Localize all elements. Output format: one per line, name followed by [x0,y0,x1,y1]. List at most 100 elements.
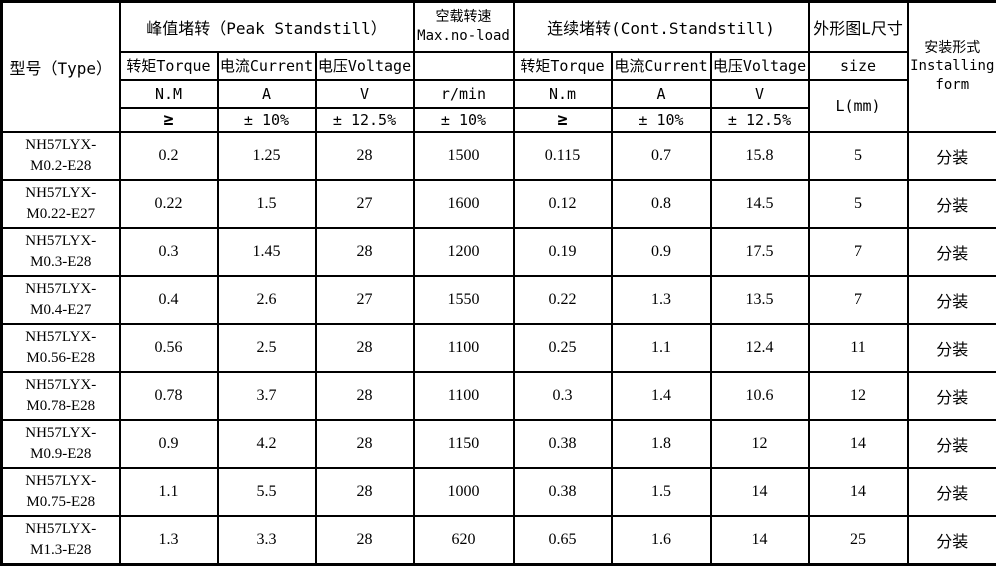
cell-peak-voltage: 28 [314,323,415,374]
cell-peak-torque: 0.3 [118,226,219,277]
cell-cont-current: 0.9 [610,226,712,277]
cell-no-load-speed: 1550 [412,274,515,326]
cell-size: 14 [807,419,909,470]
cell-install-form: 分装 [906,274,996,326]
cell-peak-torque: 1.1 [118,467,219,518]
cell-peak-torque: 0.4 [118,274,219,326]
header-row-groups: 型号（Type） 峰值堵转（Peak Standstill） 空载转速 Max.… [0,0,996,133]
cell-no-load-speed: 1100 [412,371,515,422]
tolerance-peak-voltage: ± 12.5% [314,106,415,133]
cell-peak-current: 3.3 [216,515,317,566]
cell-no-load-speed: 620 [412,515,515,566]
cell-cont-torque: 0.115 [512,130,613,181]
cell-cont-voltage: 14 [709,467,810,518]
cell-no-load-speed: 1100 [412,323,515,374]
header-installing-form: 安装形式 Installing form [906,0,996,133]
cell-cont-torque: 0.22 [512,274,613,326]
cell-peak-voltage: 28 [314,130,415,181]
cell-cont-voltage: 12 [709,419,810,470]
table-row: NH57LYX- M0.78-E28 0.78 3.7 28 1100 0.3 1.4 10.… [0,371,996,422]
cell-peak-voltage: 27 [314,274,415,326]
cell-no-load-speed: 1000 [412,467,515,518]
cell-peak-current: 1.45 [216,226,317,277]
cell-cont-current: 1.4 [610,371,712,422]
cell-cont-current: 1.8 [610,419,712,470]
cell-install-form: 分装 [906,467,996,518]
unit-cont-current: A [610,78,712,109]
cell-peak-torque: 0.78 [118,371,219,422]
cell-model: NH57LYX- M0.3-E28 [0,226,121,277]
cell-peak-torque: 0.2 [118,130,219,181]
cell-cont-torque: 0.38 [512,419,613,470]
cell-model: NH57LYX- M0.75-E28 [0,467,121,518]
header-peak-standstill-group: 峰值堵转（Peak Standstill） [118,0,415,53]
cell-peak-voltage: 28 [314,371,415,422]
cell-cont-torque: 0.65 [512,515,613,566]
header-size: size [807,50,909,81]
cell-cont-torque: 0.25 [512,323,613,374]
header-peak-current: 电流Current [216,50,317,81]
header-no-load-empty-cell [412,50,515,81]
table-row: NH57LYX- M0.3-E28 0.3 1.45 28 1200 0.19 0.9 17.… [0,226,996,277]
cell-size: 5 [807,178,909,229]
cell-cont-voltage: 13.5 [709,274,810,326]
unit-peak-voltage: V [314,78,415,109]
cell-install-form: 分装 [906,371,996,422]
cell-peak-current: 2.5 [216,323,317,374]
header-cont-standstill-group: 连续堵转(Cont.Standstill) [512,0,810,53]
cell-peak-torque: 0.56 [118,323,219,374]
unit-length-mm: L(mm) [807,78,909,133]
cell-peak-current: 2.6 [216,274,317,326]
cell-cont-voltage: 17.5 [709,226,810,277]
cell-size: 14 [807,467,909,518]
cell-cont-voltage: 10.6 [709,371,810,422]
cell-model: NH57LYX- M0.9-E28 [0,419,121,470]
tolerance-no-load-speed: ± 10% [412,106,515,133]
cell-cont-current: 1.1 [610,323,712,374]
cell-peak-voltage: 28 [314,515,415,566]
cell-cont-torque: 0.3 [512,371,613,422]
cell-no-load-speed: 1200 [412,226,515,277]
table-body: NH57LYX- M0.2-E28 0.2 1.25 28 1500 0.115 0.7 15… [0,130,996,566]
unit-cont-voltage: V [709,78,810,109]
cell-peak-current: 5.5 [216,467,317,518]
cell-peak-voltage: 28 [314,226,415,277]
header-row-units: N.M A V r/min N.m A V L(mm) [2,78,996,133]
cell-no-load-speed: 1500 [412,130,515,181]
cell-install-form: 分装 [906,419,996,470]
table-row: NH57LYX- M0.22-E27 0.22 1.5 27 1600 0.12 0.8 14… [0,178,996,229]
cell-peak-torque: 0.9 [118,419,219,470]
cell-model: NH57LYX- M0.2-E28 [0,130,121,181]
cell-peak-torque: 1.3 [118,515,219,566]
cell-cont-current: 1.5 [610,467,712,518]
unit-peak-current: A [216,78,317,109]
table-row: NH57LYX- M0.56-E28 0.56 2.5 28 1100 0.25 1.1 12… [0,323,996,374]
cell-cont-torque: 0.19 [512,226,613,277]
header-cont-current: 电流Current [610,50,712,81]
cell-peak-voltage: 27 [314,178,415,229]
tolerance-cont-torque: ≥ [512,106,613,133]
table-row: NH57LYX- M0.4-E27 0.4 2.6 27 1550 0.22 1.3 13.5… [0,274,996,326]
cell-model: NH57LYX- M0.4-E27 [0,274,121,326]
cell-cont-current: 1.3 [610,274,712,326]
cell-install-form: 分装 [906,130,996,181]
table-row: NH57LYX- M1.3-E28 1.3 3.3 28 620 0.65 1.6 14 25 分… [0,515,996,566]
cell-install-form: 分装 [906,515,996,566]
header-outline-size-group: 外形图L尺寸 [807,0,909,53]
header-peak-voltage: 电压Voltage [314,50,415,81]
cell-peak-voltage: 28 [314,419,415,470]
cell-model: NH57LYX- M0.78-E28 [0,371,121,422]
cell-cont-voltage: 14 [709,515,810,566]
cell-no-load-speed: 1150 [412,419,515,470]
header-cont-torque: 转矩Torque [512,50,613,81]
header-no-load-speed: 空载转速 Max.no-load [412,0,515,53]
header-row-tolerances: ≥ ± 10% ± 12.5% ± 10% ≥ ± 10% ± 12.5% [2,106,996,133]
header-cont-voltage: 电压Voltage [709,50,810,81]
cell-cont-voltage: 12.4 [709,323,810,374]
cell-size: 25 [807,515,909,566]
cell-peak-current: 4.2 [216,419,317,470]
tolerance-cont-current: ± 10% [610,106,712,133]
header-type: 型号（Type） [0,0,121,133]
header-row-subcolumns: 转矩Torque 电流Current 电压Voltage 转矩Torque 电流… [2,50,996,81]
